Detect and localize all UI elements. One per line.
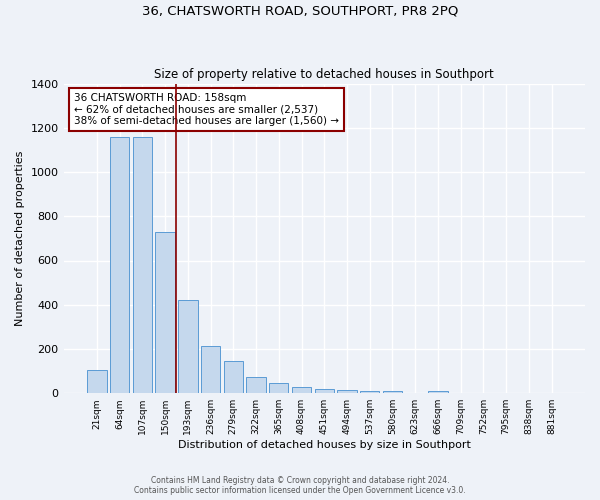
Bar (428, 391, 448, 393)
Bar (133, 136, 152, 393)
Bar (269, 382, 289, 393)
Bar (314, 389, 334, 393)
Bar (224, 361, 243, 393)
Y-axis label: Number of detached properties: Number of detached properties (15, 150, 25, 326)
Bar (360, 390, 379, 393)
Bar (383, 391, 402, 393)
Bar (155, 232, 175, 393)
Text: 36 CHATSWORTH ROAD: 158sqm
← 62% of detached houses are smaller (2,537)
38% of s: 36 CHATSWORTH ROAD: 158sqm ← 62% of deta… (74, 93, 339, 126)
Bar (110, 136, 130, 393)
Bar (178, 300, 197, 393)
Bar (87, 370, 107, 393)
Bar (337, 390, 356, 393)
Title: Size of property relative to detached houses in Southport: Size of property relative to detached ho… (154, 68, 494, 81)
Bar (247, 376, 266, 393)
Bar (201, 346, 220, 393)
Text: Contains HM Land Registry data © Crown copyright and database right 2024.
Contai: Contains HM Land Registry data © Crown c… (134, 476, 466, 495)
Bar (292, 386, 311, 393)
X-axis label: Distribution of detached houses by size in Southport: Distribution of detached houses by size … (178, 440, 471, 450)
Text: 36, CHATSWORTH ROAD, SOUTHPORT, PR8 2PQ: 36, CHATSWORTH ROAD, SOUTHPORT, PR8 2PQ (142, 5, 458, 18)
